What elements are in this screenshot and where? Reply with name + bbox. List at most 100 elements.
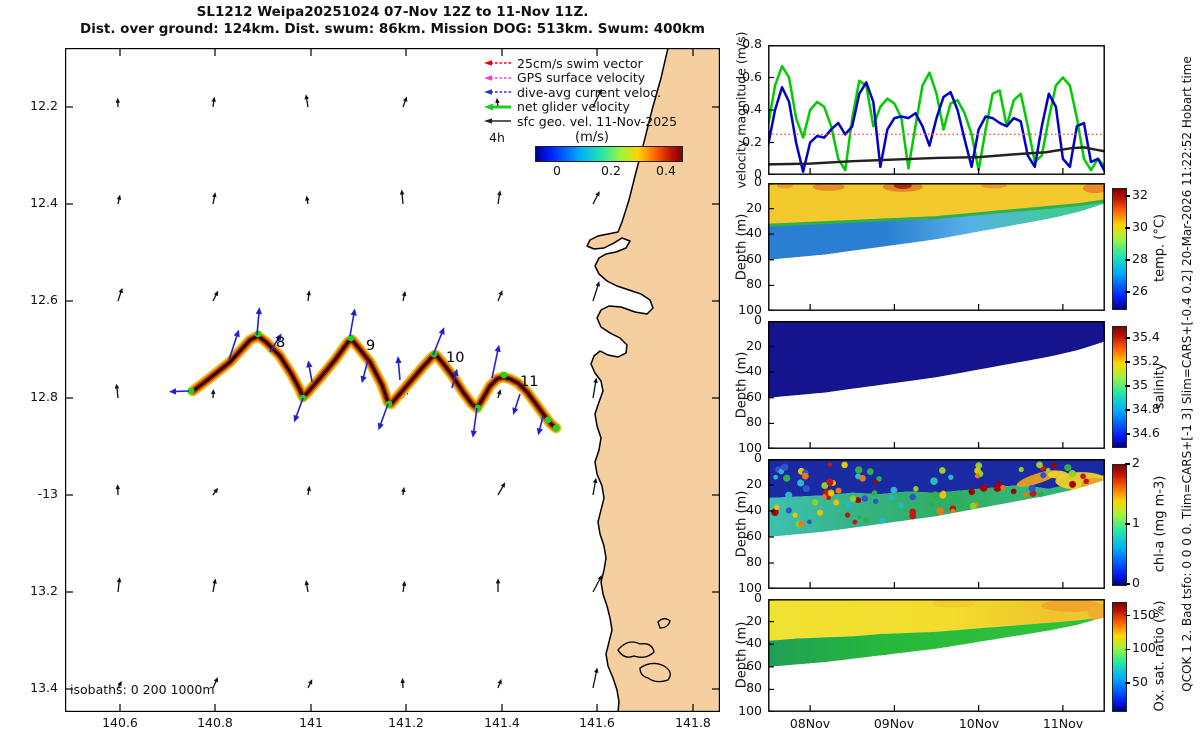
map-x-tick-label: 141.4 bbox=[484, 715, 520, 730]
colorbar-tick-label: 50 bbox=[1132, 674, 1148, 689]
legend-label: dive-avg current veloc. bbox=[517, 84, 662, 100]
sfc-geo-velocity-arrow bbox=[212, 677, 218, 689]
section-layer bbox=[768, 599, 1105, 641]
sfc-geo-velocity-arrow bbox=[305, 195, 310, 205]
dive-avg-current-arrow bbox=[255, 307, 262, 336]
section-frame bbox=[768, 599, 1105, 712]
colorbar-tick-mark bbox=[1125, 291, 1130, 293]
depth-axis-label-temp: Depth (m) bbox=[734, 213, 750, 281]
chla-spike-dot bbox=[845, 500, 853, 508]
sfc-geo-velocity-arrow bbox=[117, 680, 122, 689]
sfc-geo-velocity-arrow bbox=[212, 487, 219, 496]
sfc-geo-velocity-arrow bbox=[497, 482, 506, 496]
waypoint-label: 10 bbox=[446, 350, 464, 366]
sfc-geo-velocity-arrow bbox=[497, 290, 503, 302]
chla-spike-dot bbox=[1028, 484, 1036, 492]
depth-tick-label: 0 bbox=[754, 450, 762, 465]
legend-label: 25cm/s swim vector bbox=[517, 55, 643, 71]
chla-spike-dot bbox=[781, 463, 789, 471]
chla-spike-dot bbox=[773, 474, 778, 480]
chla-spike-dot bbox=[1050, 462, 1057, 469]
map-legend: 25cm/s swim vector GPS surface velocity … bbox=[483, 56, 718, 178]
chla-spike-dot bbox=[863, 517, 869, 523]
net-glider-velocity-arrow-icon bbox=[484, 103, 511, 111]
sfc-geo-velocity-arrow bbox=[304, 94, 309, 108]
chla-spike-dot bbox=[852, 519, 858, 525]
colorbar-tick-mark bbox=[1125, 195, 1130, 197]
sfc-geo-velocity-arrow bbox=[592, 667, 599, 689]
map-y-tick-label: 13.2 bbox=[30, 583, 58, 598]
sfc-geo-velocity-arrow bbox=[497, 190, 502, 205]
dive-avg-current-arrow bbox=[360, 359, 369, 384]
map-frame bbox=[65, 48, 720, 712]
sfc-geo-velocity-arrow bbox=[115, 484, 121, 496]
colorbar-tick-label: 28 bbox=[1132, 251, 1148, 266]
colorbar-tick: 0 bbox=[553, 163, 561, 178]
velocity-y-tick-label: 0.4 bbox=[742, 101, 762, 116]
chla-spike-dot bbox=[835, 487, 842, 494]
sfc-geo-velocity-arrow bbox=[117, 287, 123, 302]
legend-item-sfc-geo-velocity: sfc geo. vel. 11-Nov-2025 bbox=[483, 114, 718, 129]
section-frame bbox=[768, 459, 1105, 589]
depth-tick-label: 20 bbox=[746, 612, 762, 628]
surfacing-dot bbox=[299, 394, 307, 402]
section-data bbox=[768, 599, 1105, 667]
surfacing-dot bbox=[187, 387, 195, 395]
chla-spike-dot bbox=[807, 519, 812, 525]
chla-spike-dot bbox=[1037, 491, 1045, 498]
map-x-tick-label: 141.6 bbox=[579, 715, 615, 730]
oxygen-colorbar bbox=[1112, 602, 1127, 712]
series-net-glider-velocity bbox=[768, 64, 1105, 172]
colorbar-tick-label: 0 bbox=[1132, 575, 1140, 590]
colorbar-tick-mark bbox=[1125, 259, 1130, 261]
map-y-tick-label: 12.2 bbox=[30, 98, 58, 113]
chla-colorbar-label: chl-a (mg m-3) bbox=[1152, 475, 1168, 573]
chla-spike-dot bbox=[1000, 484, 1006, 491]
gps-velocity-arrow-icon bbox=[484, 74, 511, 81]
surfacing-dot bbox=[544, 416, 552, 424]
sfc-geo-velocity-arrow bbox=[116, 194, 122, 205]
chla-spike-dot bbox=[802, 484, 810, 493]
sfc-geo-velocity-arrow bbox=[401, 486, 406, 496]
map-x-tick-label: 141.2 bbox=[388, 715, 424, 730]
section-layer bbox=[768, 200, 1105, 260]
legend-item-net-glider-velocity: net glider velocity bbox=[483, 99, 718, 114]
surfacing-dot bbox=[347, 334, 355, 342]
depth-tick-label: 60 bbox=[746, 388, 762, 404]
map-y-tick-label: 12.4 bbox=[30, 195, 58, 210]
dive-avg-current-arrow bbox=[512, 393, 521, 415]
velocity-units-label: (m/s) bbox=[575, 129, 609, 145]
chla-spike-dot bbox=[909, 493, 917, 501]
chla-spike-dot bbox=[913, 486, 919, 492]
section-layer bbox=[768, 474, 1105, 537]
chla-spike-dot bbox=[798, 520, 805, 528]
section-layer bbox=[768, 321, 1105, 398]
colorbar-tick-label: 1 bbox=[1132, 515, 1140, 530]
series-sfc-geo-vel- bbox=[768, 146, 1105, 166]
chla-spike-dot bbox=[785, 507, 792, 514]
chla-spike-dot bbox=[797, 479, 805, 487]
oxygen-section-chart bbox=[768, 599, 1105, 712]
velocity-y-tick-label: 0 bbox=[754, 166, 762, 181]
chla-spike-dot bbox=[948, 474, 954, 480]
chla-spike-dot bbox=[888, 494, 895, 501]
colorbar-tick-label: 35.4 bbox=[1132, 329, 1160, 344]
depth-tick-label: 40 bbox=[746, 363, 762, 379]
chla-spike-dot bbox=[1064, 464, 1072, 472]
surfacing-dot bbox=[254, 330, 262, 338]
depth-tick-label: 100 bbox=[738, 580, 762, 595]
colorbar-tick-label: 34.6 bbox=[1132, 425, 1160, 440]
sfc-geo-velocity-arrow bbox=[592, 191, 600, 205]
dive-avg-current-arrow bbox=[269, 333, 282, 353]
colorbar-tick-label: 35.2 bbox=[1132, 353, 1160, 368]
legend-item-swim-vector: 25cm/s swim vector bbox=[483, 56, 718, 71]
chla-spike-dot bbox=[827, 489, 835, 497]
colorbar-tick-mark bbox=[1125, 682, 1130, 684]
colorbar-tick-mark bbox=[1125, 361, 1130, 363]
chla-spike-dot bbox=[855, 466, 863, 474]
sfc-geo-velocity-arrow bbox=[399, 189, 405, 205]
salinity-section-chart bbox=[768, 321, 1105, 449]
section-data bbox=[768, 183, 1105, 260]
chla-spike-dot bbox=[930, 477, 938, 486]
chla-spike-dot bbox=[833, 499, 840, 506]
